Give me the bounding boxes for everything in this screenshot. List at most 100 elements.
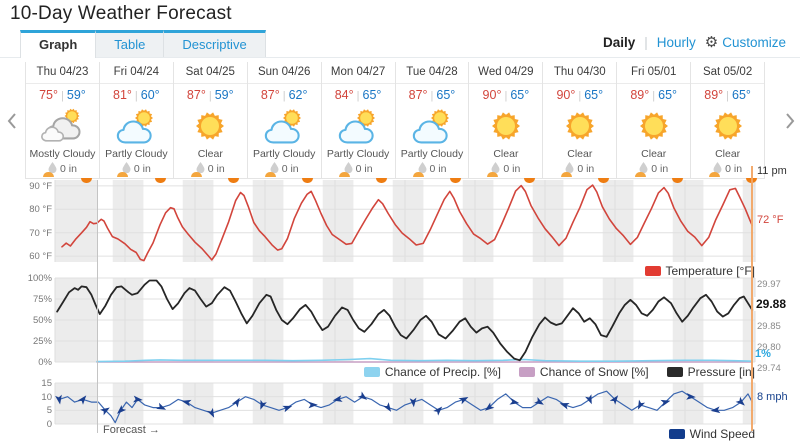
day-panel[interactable]: Sun 04/26 87° | 62° Partly Cloudy 0 in: [246, 62, 321, 183]
partly-cloudy-icon: [338, 108, 376, 143]
legend-label: Chance of Precip. [%]: [384, 365, 501, 379]
wind-direction-arrow: [559, 403, 570, 410]
wind-direction-arrow: [308, 401, 318, 409]
day-panel[interactable]: Sat 04/25 87° | 59° Clear 0 in: [172, 62, 247, 183]
clear-icon: [713, 111, 742, 140]
chevron-right-icon: [786, 113, 795, 129]
view-hourly-link[interactable]: Hourly: [656, 35, 696, 50]
sunrise-marker: [413, 171, 425, 177]
y-axis-right-tick-label: 29.74: [757, 363, 781, 374]
partly-cloudy-icon: [117, 108, 154, 143]
legend-swatch: [666, 367, 683, 377]
y-axis-right-tick-label: 29.85: [757, 321, 781, 332]
hover-pressure-value: 29.88: [754, 297, 789, 311]
day-panel[interactable]: Fri 04/24 81° | 60° Partly Cloudy 0 in: [98, 62, 173, 183]
wind-direction-arrow: [609, 395, 619, 405]
wind-direction-arrow: [585, 394, 592, 405]
wind-direction-arrow: [181, 399, 192, 407]
wind-direction-arrow: [710, 406, 721, 414]
day-date: Sat 04/25: [173, 62, 247, 84]
temp-divider: |: [726, 90, 730, 102]
weather-icon: [248, 104, 321, 147]
sunset-marker: [80, 177, 92, 183]
customize-link[interactable]: ⚙ Customize: [705, 35, 786, 50]
weather-icon: [396, 104, 469, 147]
day-precip-amount: 0 in: [651, 163, 669, 175]
wind-direction-arrow: [534, 397, 544, 405]
wind-direction-arrow: [100, 407, 110, 416]
temp-divider: |: [356, 90, 360, 102]
tab-descriptive[interactable]: Descriptive: [164, 30, 266, 57]
precip-droplet-icon: [713, 161, 722, 177]
precip-snow-pressure-chart[interactable]: [0, 274, 800, 372]
legend-swatch: [668, 429, 685, 439]
sunset-marker: [228, 177, 240, 183]
day-panel[interactable]: Thu 04/23 75° | 59° Mostly Cloudy 0 in: [25, 62, 99, 183]
day-high-temp: 75°: [39, 88, 59, 102]
day-precip-amount: 0 in: [577, 163, 595, 175]
hover-temperature-value: 72 °F: [757, 214, 784, 226]
weather-icon: [469, 104, 542, 147]
temp-divider: |: [134, 90, 138, 102]
wind-direction-arrow: [409, 397, 417, 408]
temp-divider: |: [208, 90, 212, 102]
view-daily-link[interactable]: Daily: [602, 35, 636, 50]
day-precip-amount: 0 in: [725, 163, 743, 175]
temperature-chart[interactable]: [0, 176, 800, 272]
wind-direction-arrow: [116, 404, 127, 414]
chevron-left-icon: [7, 113, 16, 129]
day-panel[interactable]: Fri 05/01 89° | 65° Clear 0 in: [616, 62, 691, 183]
day-panel[interactable]: Mon 04/27 84° | 65° Partly Cloudy 0 in: [320, 62, 395, 183]
sunset-marker: [524, 177, 536, 183]
temp-divider: |: [282, 90, 286, 102]
day-condition: Clear: [641, 148, 667, 160]
temp-divider: |: [504, 90, 508, 102]
sunset-marker: [154, 177, 166, 183]
wind-direction-arrow: [332, 395, 343, 402]
day-low-temp: 65°: [436, 88, 456, 102]
legend-item[interactable]: Wind Speed: [668, 427, 755, 441]
clear-icon: [565, 111, 594, 140]
day-low-temp: 65°: [658, 88, 678, 102]
sunset-marker: [302, 177, 314, 183]
day-condition: Partly Cloudy: [326, 148, 390, 160]
day-condition: Clear: [715, 148, 741, 160]
y-axis-tick-label: 25%: [32, 336, 52, 347]
legend-item[interactable]: Chance of Precip. [%]: [363, 365, 501, 379]
hover-time-label: 11 pm: [757, 165, 787, 177]
sunrise-marker: [191, 171, 203, 177]
day-high-temp: 87°: [260, 88, 280, 102]
day-high-temp: 87°: [408, 88, 428, 102]
day-panel[interactable]: Tue 04/28 87° | 65° Partly Cloudy 0 in: [394, 62, 469, 183]
temperature-legend: Temperature [°F]: [644, 264, 755, 278]
tab-graph[interactable]: Graph: [20, 30, 97, 58]
customize-label: Customize: [722, 35, 786, 50]
day-condition: Clear: [567, 148, 593, 160]
wind-direction-arrow: [509, 397, 520, 405]
day-low-temp: 60°: [140, 88, 160, 102]
legend-item[interactable]: Chance of Snow [%]: [518, 365, 649, 379]
precip-droplet-icon: [565, 161, 574, 177]
day-panel[interactable]: Sat 05/02 89° | 65° Clear 0 in: [690, 62, 766, 183]
scroll-right-button[interactable]: [781, 110, 799, 132]
sunrise-marker: [339, 171, 351, 177]
legend-label: Wind Speed: [689, 427, 755, 441]
legend-label: Chance of Snow [%]: [539, 365, 649, 379]
sunset-marker: [597, 177, 609, 183]
sunrise-marker: [708, 171, 720, 177]
tab-table[interactable]: Table: [96, 30, 165, 57]
weather-icon: [617, 104, 690, 147]
legend-item[interactable]: Pressure [in]: [666, 365, 755, 379]
forecast-start-label: Forecast →: [103, 424, 160, 436]
precip-droplet-icon: [639, 161, 648, 177]
scroll-left-button[interactable]: [3, 110, 21, 132]
day-condition: Mostly Cloudy: [29, 148, 96, 160]
day-high-temp: 87°: [186, 88, 206, 102]
hover-wind-value: 8 mph: [757, 391, 788, 403]
day-panel[interactable]: Wed 04/29 90° | 65° Clear 0 in: [468, 62, 543, 183]
legend-item[interactable]: Temperature [°F]: [644, 264, 755, 278]
day-panel[interactable]: Thu 04/30 90° | 65° Clear 0 in: [542, 62, 617, 183]
weather-icon: [543, 104, 616, 147]
weather-icon: [691, 104, 764, 147]
day-low-temp: 65°: [732, 88, 751, 102]
